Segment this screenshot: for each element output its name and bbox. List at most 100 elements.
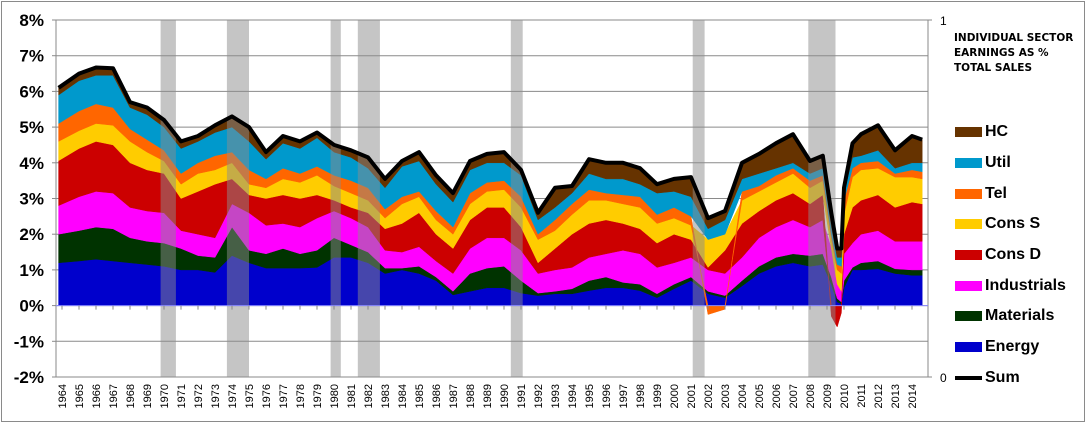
x-tick-label: 2012 [873,384,885,408]
y-tick-label: 6% [19,82,44,101]
x-tick-label: 1999 [652,384,664,408]
x-tick-label: 1996 [601,384,613,408]
legend-swatch [955,280,982,291]
legend-swatch [955,375,982,380]
y-tick-label: 4% [19,154,44,173]
x-tick-label: 1980 [329,384,341,408]
legend-item: Industrials [955,270,1066,301]
legend-item: Sum [955,363,1066,394]
x-tick-label: 1992 [533,384,545,408]
x-tick-label: 1994 [567,384,579,408]
legend-swatch [955,127,982,138]
x-tick-label: 1969 [142,384,154,408]
x-tick-label: 1987 [448,384,460,408]
x-tick-label: 1977 [278,384,290,408]
y-tick-label: 8% [19,11,44,30]
x-tick-label: 1988 [465,384,477,408]
x-tick-label: 2013 [890,384,902,408]
sum-line [57,65,923,251]
x-tick-label: 2005 [754,384,766,408]
legend-swatch [955,219,982,230]
legend-swatch [955,188,982,199]
legend-item: Cons D [955,240,1066,271]
y-tick-label: 0% [19,297,44,316]
y-tick-label: 5% [19,118,44,137]
x-tick-label: 1972 [193,384,205,408]
legend-swatch [955,250,982,261]
y-tick-label: -2% [14,368,44,387]
legend-item: Materials [955,301,1066,332]
x-tick-label: 1990 [499,384,511,408]
x-tick-label: 2008 [805,384,817,408]
y-tick-label: 7% [19,47,44,66]
x-tick-label: 1967 [108,384,120,408]
legend-item: Cons S [955,209,1066,240]
legend-item: Util [955,148,1066,179]
x-tick-label: 1976 [261,384,273,408]
x-tick-label: 1964 [57,384,69,408]
legend-swatch [955,158,982,169]
x-tick-label: 1975 [244,384,256,408]
recession-band [160,20,176,377]
recession-band [226,20,249,377]
x-tick-label: 1995 [584,384,596,408]
x-tick-label: 2006 [771,384,783,408]
x-tick-label: 1971 [176,384,188,408]
y2-tick-label: 1 [940,14,947,28]
legend: HC Util Tel Cons S Cons D Industrials Material… [955,117,1066,393]
legend-label: Sum [985,368,1020,386]
x-tick-label: 1982 [363,384,375,408]
x-tick-label: 1966 [91,384,103,408]
x-tick-label: 2007 [788,384,800,408]
x-tick-label: 1965 [74,384,86,408]
x-tick-label: 1968 [125,384,137,408]
x-tick-label: 1973 [210,384,222,408]
x-tick-label: 1998 [635,384,647,408]
y-tick-label: 1% [19,261,44,280]
legend-label: Util [985,154,1011,172]
x-tick-label: 2010 [839,384,851,408]
x-tick-label: 2001 [686,384,698,408]
y-tick-label: 3% [19,190,44,209]
y-tick-label: -1% [14,332,44,351]
y-tick-label: 2% [19,225,44,244]
x-tick-label: 2000 [669,384,681,408]
x-tick-label: 1991 [516,384,528,408]
x-tick-label: 1981 [346,384,358,408]
x-tick-label: 1974 [227,384,239,408]
x-tick-label: 1970 [159,384,171,408]
legend-item: Tel [955,178,1066,209]
x-tick-label: 2003 [720,384,732,408]
legend-label: HC [985,123,1009,141]
legend-label: Energy [985,338,1040,356]
recession-band [510,20,523,377]
recession-band [330,20,341,377]
y2-tick-label: 0 [940,371,947,385]
legend-label: Cons D [985,246,1041,264]
legend-label: Tel [985,184,1007,202]
recession-band [808,20,836,377]
legend-swatch [955,342,982,353]
x-tick-label: 2011 [856,384,868,408]
x-tick-label: 1984 [397,384,409,408]
legend-label: Industrials [985,276,1066,294]
legend-swatch [955,311,982,322]
legend-item: HC [955,117,1066,148]
x-tick-label: 1993 [550,384,562,408]
x-tick-label: 1997 [618,384,630,408]
legend-item: Energy [955,332,1066,363]
legend-label: Materials [985,307,1055,325]
x-tick-label: 1978 [295,384,307,408]
x-tick-label: 1979 [312,384,324,408]
chart-title: INDIVIDUAL SECTOR EARNINGS AS % TOTAL SA… [954,32,1074,74]
x-tick-label: 2004 [737,384,749,408]
legend-label: Cons S [985,215,1041,233]
x-tick-label: 2009 [822,384,834,408]
x-tick-label: 2002 [703,384,715,408]
recession-band [357,20,380,377]
x-tick-label: 1985 [414,384,426,408]
x-tick-label: 1986 [431,384,443,408]
x-tick-label: 1983 [380,384,392,408]
